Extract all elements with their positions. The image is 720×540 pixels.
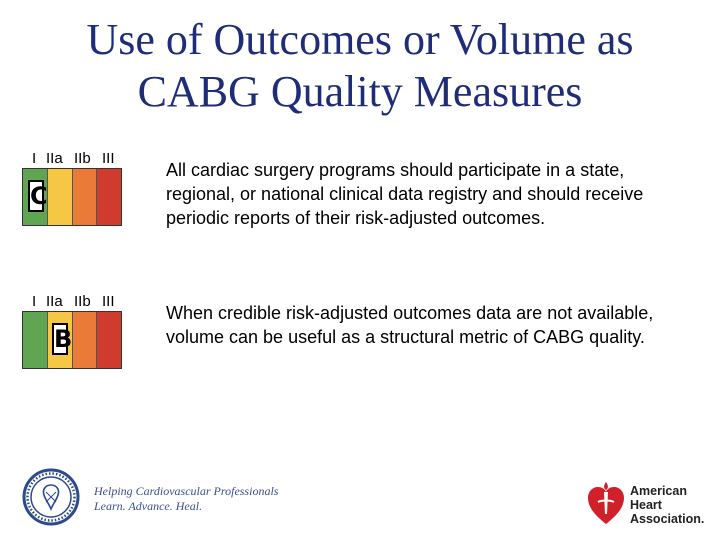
class-iia-segment [47, 169, 73, 225]
level-of-evidence-badge: B [52, 323, 73, 355]
aha-line-1: American [630, 484, 687, 498]
class-labels: I IIa IIb III [32, 293, 115, 310]
class-i-segment [23, 312, 48, 368]
aha-footer: American Heart Association. [586, 476, 710, 532]
class-label-iib: IIb [74, 293, 91, 310]
class-label-iib: IIb [74, 150, 91, 167]
class-label-iia: IIa [46, 293, 63, 310]
class-iib-segment [72, 169, 98, 225]
recommendation-text: All cardiac surgery programs should part… [166, 160, 644, 228]
class-labels: I IIa IIb III [32, 150, 115, 167]
class-iib-segment [72, 312, 98, 368]
title-line-1: Use of Outcomes or Volume as [86, 15, 634, 64]
tagline-line-1: Helping Cardiovascular Professionals [94, 484, 279, 498]
aha-line-2: Heart [630, 498, 662, 512]
acc-seal-icon [22, 468, 80, 526]
aha-line-3: Association. [630, 512, 705, 526]
class-label-iia: IIa [46, 150, 63, 167]
class-iii-segment [97, 169, 121, 225]
class-color-bar [22, 168, 122, 226]
aha-wordmark: American Heart Association. [630, 484, 704, 526]
class-label-iii: III [102, 150, 115, 167]
title-line-2: CABG Quality Measures [137, 67, 583, 116]
class-color-bar [22, 311, 122, 369]
acc-tagline: Helping Cardiovascular Professionals Lea… [94, 484, 278, 514]
class-label-i: I [32, 293, 37, 310]
class-iii-segment [97, 312, 121, 368]
class-label-iii: III [102, 293, 115, 310]
tagline-line-2: Learn. Advance. Heal. [94, 499, 203, 513]
recommendation-text: When credible risk-adjusted outcomes dat… [166, 303, 654, 347]
level-of-evidence-badge: C [28, 180, 48, 212]
class-label-i: I [32, 150, 37, 167]
acc-footer: Helping Cardiovascular Professionals Lea… [22, 468, 322, 530]
slide-title: Use of Outcomes or Volume as CABG Qualit… [20, 14, 700, 118]
aha-heart-torch-icon [588, 482, 624, 524]
